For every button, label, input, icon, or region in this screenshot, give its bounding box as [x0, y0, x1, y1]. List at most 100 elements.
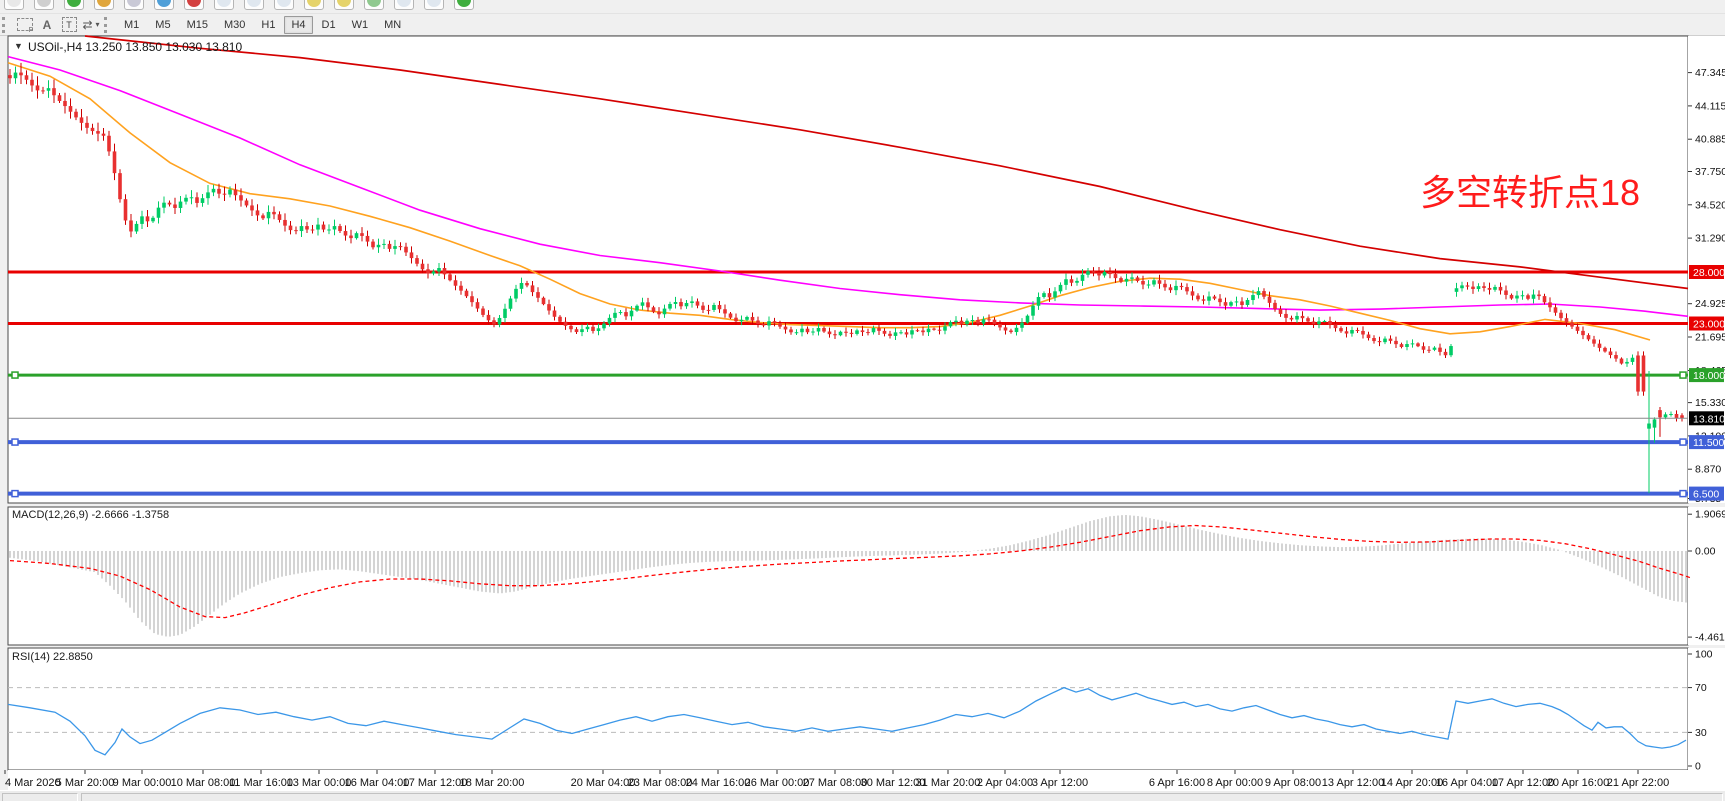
price-tick: 44.115: [1695, 100, 1725, 112]
rsi-tick: 70: [1695, 682, 1707, 694]
window-icon[interactable]: [124, 0, 144, 10]
hline-handle[interactable]: [1679, 371, 1687, 379]
macd-signal-line: [9, 524, 1691, 619]
add-indicator-icon[interactable]: [454, 0, 474, 10]
time-axis[interactable]: [8, 770, 1725, 790]
navigator-icon[interactable]: [154, 0, 174, 10]
price-flag-text: 18.000: [1693, 370, 1725, 382]
zoom-icon[interactable]: [34, 0, 54, 10]
time-tick: 11 Mar 16:00: [229, 777, 293, 789]
price-flag: [1689, 411, 1724, 426]
price-axis[interactable]: 47.345 44.115 40.885 37.750 34.520 31.290 24.9…: [1688, 67, 1725, 773]
time-tick: 21 Apr 22:00: [1607, 777, 1669, 789]
macd-plot: [9, 514, 1691, 637]
ma-slow-red: [84, 35, 1689, 290]
status-segment: [81, 793, 1723, 801]
timeframe-button-m15[interactable]: M15: [186, 18, 208, 31]
tile-vertical-icon[interactable]: [244, 0, 264, 10]
new-order-icon[interactable]: [4, 0, 24, 10]
rsi-plot: [7, 686, 1688, 756]
tile-icon[interactable]: [394, 0, 414, 10]
horizontal-lines: [8, 270, 1688, 498]
macd-pane: [7, 506, 1689, 646]
draw-channel-icon[interactable]: [334, 0, 354, 10]
price-flag-text: 6.500: [1693, 489, 1719, 501]
grid-tool-icon[interactable]: F: [15, 16, 35, 34]
chevron-down-icon[interactable]: ▾: [95, 20, 100, 29]
draw-line-icon[interactable]: [304, 0, 324, 10]
stop-icon[interactable]: [184, 0, 204, 10]
timeframe-button-w1[interactable]: W1: [351, 18, 369, 31]
time-tick: 8 Apr 00:00: [1207, 777, 1263, 789]
hline-handle[interactable]: [1679, 489, 1687, 498]
price-flag: [1689, 316, 1724, 331]
time-tick: 17 Mar 12:00: [403, 777, 468, 789]
hline-handle[interactable]: [1679, 438, 1687, 446]
cascade-icon[interactable]: [274, 0, 294, 10]
price-tick: 15.330: [1695, 397, 1725, 409]
palette-icon[interactable]: [364, 0, 384, 10]
timeframe-button-m5[interactable]: M5: [155, 18, 171, 31]
price-flag: [1689, 265, 1724, 279]
price-flag: [1689, 435, 1724, 450]
template-icon[interactable]: [94, 0, 114, 10]
time-tick: 13 Apr 12:00: [1322, 777, 1384, 789]
arrange-icon[interactable]: [424, 0, 444, 10]
price-tick: 34.520: [1695, 199, 1725, 211]
time-tick: 6 Apr 16:00: [1149, 777, 1205, 789]
timeframe-button-h1[interactable]: H1: [261, 18, 276, 31]
time-tick: 13 Mar 00:00: [287, 777, 352, 789]
timeframe-button-d1[interactable]: D1: [321, 18, 336, 31]
hline-handle[interactable]: [11, 371, 19, 379]
macd-tick: 1.9069: [1695, 509, 1725, 521]
price-flag-text: 11.500: [1693, 437, 1724, 449]
toolbar-drag-handle[interactable]: [2, 16, 11, 33]
price-tick: 47.345: [1695, 67, 1725, 79]
time-tick: 5 Mar 20:00: [56, 777, 115, 789]
standard-toolbar: [0, 0, 1725, 14]
price-tick: 37.750: [1695, 166, 1725, 178]
time-tick: 4 Mar 2020: [5, 777, 61, 789]
time-tick: 24 Mar 16:00: [686, 777, 751, 789]
time-tick: 27 Mar 08:00: [803, 777, 868, 789]
rsi-tick: 30: [1695, 727, 1707, 739]
chart-annotation-text: 多空转折点18: [1420, 172, 1641, 213]
ma-fast-orange: [7, 62, 1651, 341]
rsi-pane: [7, 647, 1689, 771]
timeframe-button-h4[interactable]: H4: [284, 15, 313, 34]
time-tick: 14 Apr 20:00: [1381, 777, 1443, 789]
text-box-tool-icon[interactable]: T: [59, 16, 79, 34]
price-tick: 21.695: [1695, 332, 1725, 344]
time-tick: 30 Mar 12:00: [861, 777, 926, 789]
price-tick: 8.870: [1695, 464, 1721, 476]
price-flag-text: 13.810: [1693, 413, 1725, 425]
timeframe-button-mn[interactable]: MN: [384, 18, 402, 31]
status-bar: [0, 790, 1725, 801]
rsi-indicator-label: RSI(14) 22.8850: [12, 651, 93, 663]
add-chart-icon[interactable]: [64, 0, 84, 10]
time-tick: 3 Apr 12:00: [1032, 777, 1088, 789]
hline-handle[interactable]: [11, 489, 19, 498]
hline-handle[interactable]: [11, 438, 19, 446]
time-tick: 17 Apr 12:00: [1492, 777, 1554, 789]
cycle-arrows-icon[interactable]: ⇄ ▾: [82, 17, 100, 32]
rsi-line: [7, 686, 1687, 756]
price-tick: 31.290: [1695, 233, 1725, 245]
timeframe-button-m30[interactable]: M30: [223, 18, 246, 31]
moving-averages: [7, 35, 1689, 341]
collapse-caret-icon[interactable]: ▼: [14, 41, 23, 51]
time-tick: 20 Mar 04:00: [571, 777, 636, 789]
price-tick: 40.885: [1695, 134, 1725, 146]
timeframe-button-m1[interactable]: M1: [124, 18, 140, 31]
price-flag-text: 23.000: [1693, 319, 1725, 331]
time-tick: 18 Mar 20:00: [460, 777, 525, 789]
price-tick: 24.925: [1695, 298, 1725, 310]
status-segment: [2, 793, 78, 801]
ma-mid-magenta: [7, 55, 1689, 318]
time-tick: 16 Apr 04:00: [1436, 777, 1498, 789]
text-label-tool-icon[interactable]: A: [42, 17, 52, 32]
tile-horizontal-icon[interactable]: [214, 0, 234, 10]
